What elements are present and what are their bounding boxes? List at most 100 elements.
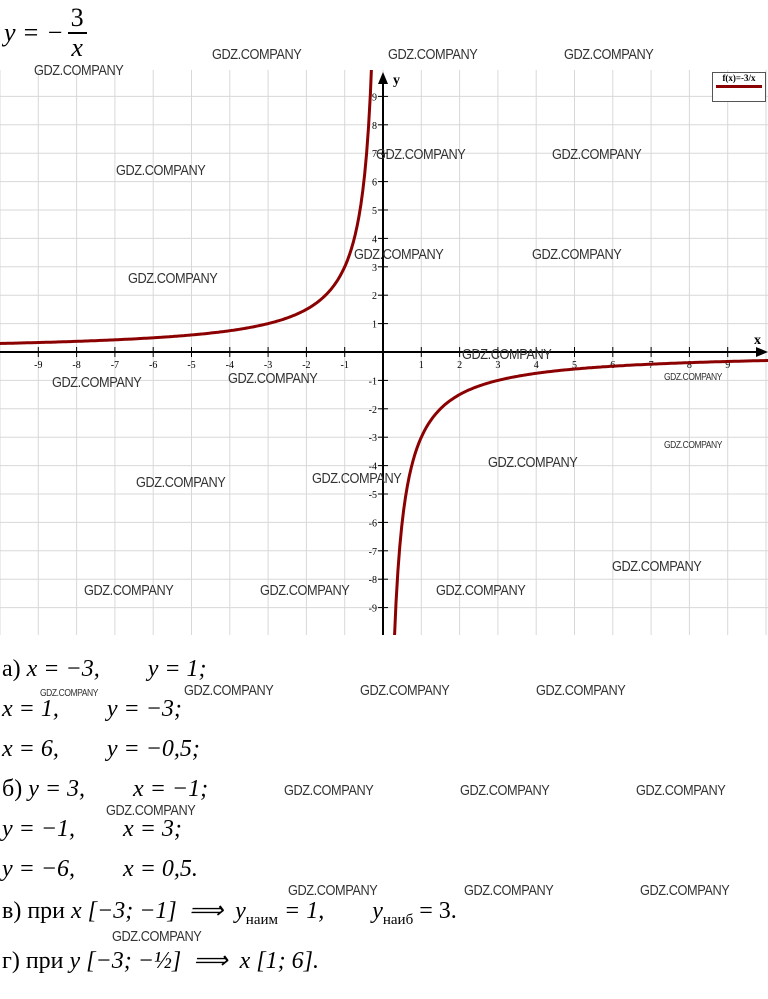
function-heading: y = − 3 x	[4, 4, 87, 62]
watermark: GDZ.COMPANY	[436, 582, 526, 599]
y-tick-label: -3	[369, 433, 377, 444]
x-tick-label: -8	[72, 360, 80, 371]
heading-lhs: y = −	[4, 18, 64, 47]
y-tick-label: 1	[372, 320, 377, 331]
answer-line: г) при y [−3; −½] ⟹ x [1; 6].	[2, 946, 319, 975]
watermark: GDZ.COMPANY	[116, 162, 206, 179]
watermark: GDZ.COMPANY	[464, 882, 554, 899]
watermark: GDZ.COMPANY	[488, 454, 578, 471]
y-tick-label: -8	[369, 575, 377, 586]
x-tick-label: -6	[149, 360, 157, 371]
answer-text: x = −3, y = 1;	[26, 656, 207, 682]
x-tick-label: -9	[34, 360, 42, 371]
x-tick-label: 4	[534, 360, 539, 371]
answer-label: б)	[2, 776, 29, 802]
watermark: GDZ.COMPANY	[260, 582, 350, 599]
denominator: x	[71, 33, 83, 62]
watermark: GDZ.COMPANY	[84, 582, 174, 599]
answer-text: = 1, y	[278, 898, 383, 924]
y-tick-label: -5	[369, 490, 377, 501]
legend: f(x)=-3/x	[712, 72, 766, 102]
y-tick-label: 5	[372, 206, 377, 217]
y-tick-label: 6	[372, 178, 377, 189]
answer-line: y = −1, x = 3;	[2, 816, 182, 843]
subscript: наиб	[382, 911, 414, 928]
x-tick-label: -1	[341, 360, 349, 371]
answer-text: y = 3, x = −1;	[28, 776, 209, 802]
answer-line: y = −6, x = 0,5.	[2, 856, 198, 883]
answer-text: x = 6, y = −0,5;	[2, 736, 200, 762]
answer-line: x = 1, y = −3;	[2, 696, 182, 723]
x-tick-label: 2	[457, 360, 462, 371]
x-axis-label: x	[754, 333, 761, 348]
watermark: GDZ.COMPANY	[288, 882, 378, 899]
answer-line: x = 6, y = −0,5;	[2, 736, 200, 763]
watermark: GDZ.COMPANY	[112, 928, 202, 945]
watermark: GDZ.COMPANY	[640, 882, 730, 899]
x-axis-arrow	[756, 347, 768, 357]
subscript: наим	[245, 911, 279, 928]
y-tick-label: -4	[369, 462, 377, 473]
answer-text: x [−3; −1] ⟹ y	[71, 898, 246, 924]
watermark: GDZ.COMPANY	[552, 146, 642, 163]
watermark: GDZ.COMPANY	[536, 682, 626, 699]
watermark: GDZ.COMPANY	[128, 270, 218, 287]
watermark: GDZ.COMPANY	[136, 474, 226, 491]
watermark: GDZ.COMPANY	[52, 374, 142, 391]
y-tick-label: -1	[369, 376, 377, 387]
answer-label: г) при	[2, 948, 70, 974]
watermark: GDZ.COMPANY	[612, 558, 702, 575]
legend-swatch	[716, 85, 762, 88]
watermark: GDZ.COMPANY	[460, 782, 550, 799]
watermark: GDZ.COMPANY	[34, 62, 124, 79]
answer-text: x = 1, y = −3;	[2, 696, 182, 722]
numerator: 3	[67, 4, 87, 34]
y-tick-label: -9	[369, 604, 377, 615]
y-tick-label: 8	[372, 121, 377, 132]
answer-line: б) y = 3, x = −1;	[2, 776, 208, 803]
y-tick-label: 7	[372, 149, 377, 160]
answer-text: y = −6, x = 0,5.	[2, 856, 198, 882]
x-tick-label: 8	[687, 360, 692, 371]
watermark: GDZ.COMPANY	[228, 370, 318, 387]
watermark: GDZ.COMPANY	[106, 802, 196, 819]
y-axis-arrow	[378, 72, 388, 84]
x-tick-label: -2	[302, 360, 310, 371]
x-tick-label: -4	[226, 360, 234, 371]
watermark: GDZ.COMPANY	[354, 246, 444, 263]
y-tick-label: 2	[372, 291, 377, 302]
x-tick-label: -5	[187, 360, 195, 371]
curve-right-branch	[393, 358, 768, 635]
watermark: GDZ.COMPANY	[462, 346, 552, 363]
watermark: GDZ.COMPANY	[184, 682, 274, 699]
y-tick-label: -6	[369, 518, 377, 529]
y-tick-label: -7	[369, 547, 377, 558]
answer-label: а)	[2, 656, 27, 682]
y-tick-label: 9	[372, 92, 377, 103]
y-tick-label: 4	[372, 234, 377, 245]
watermark: GDZ.COMPANY	[532, 246, 622, 263]
x-tick-label: 5	[572, 360, 577, 371]
x-tick-label: 9	[725, 360, 730, 371]
curve-left-branch	[0, 70, 373, 345]
watermark: GDZ.COMPANY	[664, 440, 722, 451]
answer-line: в) при x [−3; −1] ⟹ yнаим = 1, yнаиб = 3…	[2, 896, 457, 929]
watermark: GDZ.COMPANY	[312, 470, 402, 487]
watermark: GDZ.COMPANY	[360, 682, 450, 699]
legend-label: f(x)=-3/x	[722, 73, 756, 83]
x-tick-label: -3	[264, 360, 272, 371]
watermark: GDZ.COMPANY	[376, 146, 466, 163]
answer-text: y [−3; −½] ⟹ x [1; 6].	[69, 948, 319, 974]
y-axis-label: y	[393, 73, 400, 88]
watermark: GDZ.COMPANY	[636, 782, 726, 799]
watermark: GDZ.COMPANY	[664, 372, 722, 383]
watermark: GDZ.COMPANY	[212, 46, 302, 63]
answer-text: y = −1, x = 3;	[2, 816, 182, 842]
watermark: GDZ.COMPANY	[388, 46, 478, 63]
answer-label: в) при	[2, 898, 72, 924]
watermark: GDZ.COMPANY	[284, 782, 374, 799]
watermark: GDZ.COMPANY	[40, 688, 98, 699]
x-tick-label: 3	[495, 360, 500, 371]
function-graph: x y -9 -8 -7 -6 -5 -4 -3 -2 -1 1 2 3 4 5 6 7 8 9 -9 -8 -7 -6 -5 -…	[0, 70, 768, 635]
x-tick-label: -7	[111, 360, 119, 371]
